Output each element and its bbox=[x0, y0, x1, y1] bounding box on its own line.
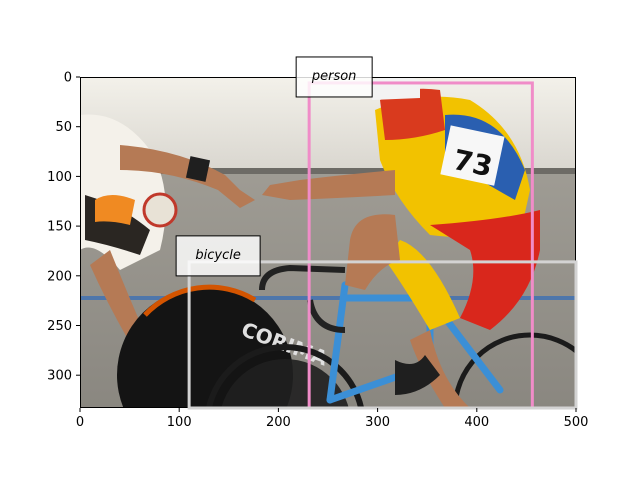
x-tick-label: 400 bbox=[464, 415, 489, 430]
bicycle-label: bicycle bbox=[195, 248, 240, 263]
bicycle-bbox bbox=[187, 260, 578, 410]
y-tick-label: 0 bbox=[64, 71, 72, 86]
y-tick-label: 300 bbox=[47, 369, 72, 384]
y-tick-label: 200 bbox=[47, 269, 72, 284]
detections: person bicycle bbox=[175, 56, 578, 410]
x-tick-label: 100 bbox=[167, 415, 192, 430]
person-label-box bbox=[295, 56, 373, 98]
y-tick-label: 50 bbox=[55, 120, 72, 135]
x-tick-label: 300 bbox=[365, 415, 390, 430]
y-axis: 0 50 100 150 200 250 300 bbox=[47, 71, 80, 384]
y-tick-label: 150 bbox=[47, 220, 72, 235]
photo: CORIMA 73 bbox=[80, 77, 576, 408]
bicycle-label-box bbox=[175, 235, 261, 277]
x-axis: 0 100 200 300 400 500 bbox=[76, 408, 589, 430]
x-tick-label: 0 bbox=[76, 415, 84, 430]
person-label: person bbox=[311, 69, 357, 84]
x-tick-label: 500 bbox=[564, 415, 589, 430]
svg-text:73: 73 bbox=[450, 143, 495, 183]
y-tick-label: 100 bbox=[47, 170, 72, 185]
y-tick-label: 250 bbox=[47, 319, 72, 334]
x-tick-label: 200 bbox=[266, 415, 291, 430]
